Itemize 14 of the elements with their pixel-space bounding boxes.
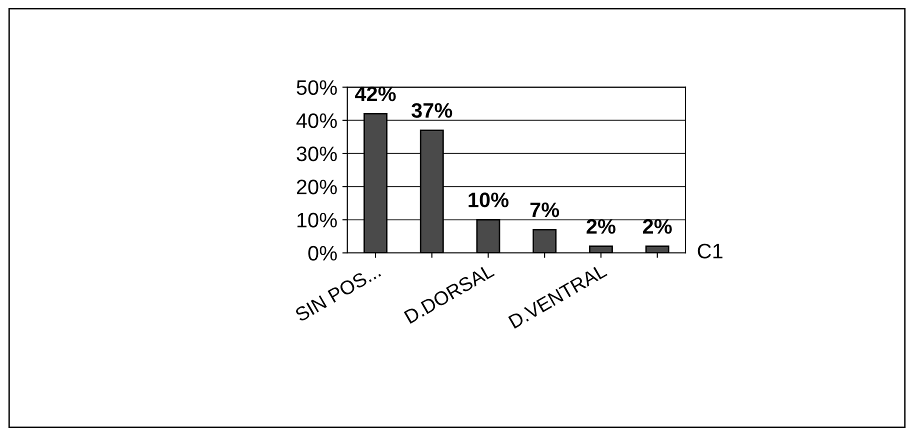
data-label: 7%	[530, 202, 560, 218]
y-tick-label: 30%	[296, 146, 337, 162]
data-label: 37%	[411, 103, 452, 118]
data-label: 2%	[642, 219, 672, 234]
data-label: 42%	[354, 86, 396, 102]
y-tick-label: 50%	[296, 80, 337, 95]
y-tick-label: 20%	[296, 180, 337, 194]
y-tick-label: 0%	[308, 246, 337, 261]
data-label: 10%	[468, 192, 509, 208]
data-label: 2%	[586, 219, 616, 234]
series-label: C1	[698, 244, 722, 258]
y-tick-label: 40%	[296, 113, 337, 128]
y-tick-label: 10%	[297, 212, 337, 228]
x-tick-label: SIN POS...	[294, 264, 382, 322]
